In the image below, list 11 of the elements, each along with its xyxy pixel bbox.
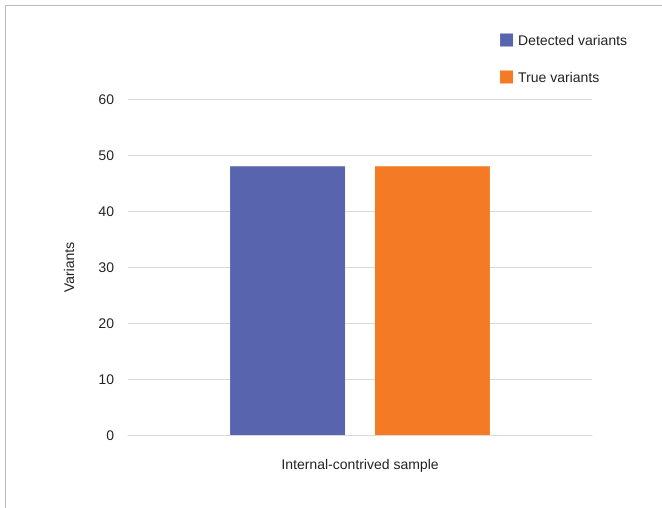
- y-tick-label: 40: [98, 203, 114, 219]
- y-tick-label: 10: [98, 371, 114, 387]
- y-tick-label: 60: [98, 91, 114, 107]
- y-tick-label: 30: [98, 259, 114, 275]
- y-tick-label: 50: [98, 147, 114, 163]
- y-tick-label: 20: [98, 315, 114, 331]
- legend-label: Detected variants: [518, 32, 628, 48]
- x-tick-label: Internal-contrived sample: [281, 456, 439, 472]
- y-axis-title: Variants: [61, 242, 77, 292]
- legend-label: True variants: [518, 69, 600, 85]
- y-tick-label: 0: [106, 427, 114, 443]
